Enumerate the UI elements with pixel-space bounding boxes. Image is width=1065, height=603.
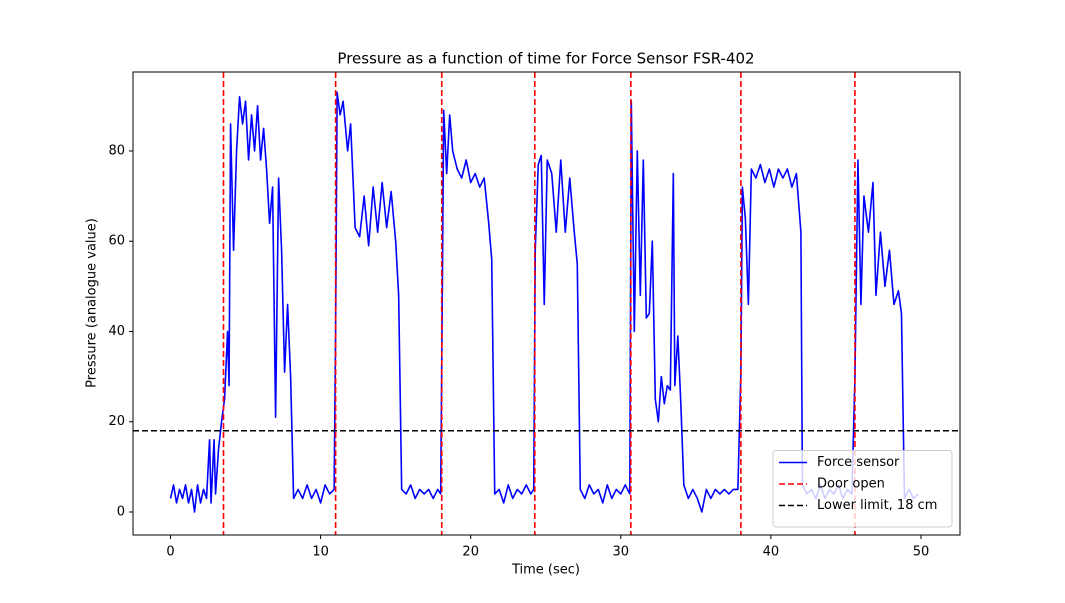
- plot-area: [133, 72, 960, 535]
- legend-label: Force sensor: [817, 455, 900, 470]
- x-axis-label: Time (sec): [511, 563, 580, 578]
- y-tick-label: 0: [117, 504, 125, 519]
- x-tick-label: 10: [312, 545, 329, 560]
- legend-box: [772, 450, 953, 528]
- x-tick-label: 0: [166, 545, 174, 560]
- x-tick-label: 30: [613, 545, 630, 560]
- legend-label: Door open: [817, 477, 885, 492]
- x-tick-label: 50: [913, 545, 930, 560]
- y-tick-label: 20: [108, 414, 125, 429]
- chart-title: Pressure as a function of time for Force…: [337, 50, 754, 68]
- y-tick-label: 40: [108, 324, 125, 339]
- legend-label: Lower limit, 18 cm: [817, 498, 937, 513]
- axes-frame: [132, 71, 961, 536]
- y-axis-label: Pressure (analogue value): [85, 218, 100, 388]
- series-line: [169, 91, 919, 513]
- x-tick-label: 20: [462, 545, 479, 560]
- x-tick-label: 40: [763, 545, 780, 560]
- y-tick-label: 60: [108, 234, 125, 249]
- legend: Force sensor Door open Lower limit, 18 cm: [772, 450, 953, 528]
- y-tick-label: 80: [108, 143, 125, 158]
